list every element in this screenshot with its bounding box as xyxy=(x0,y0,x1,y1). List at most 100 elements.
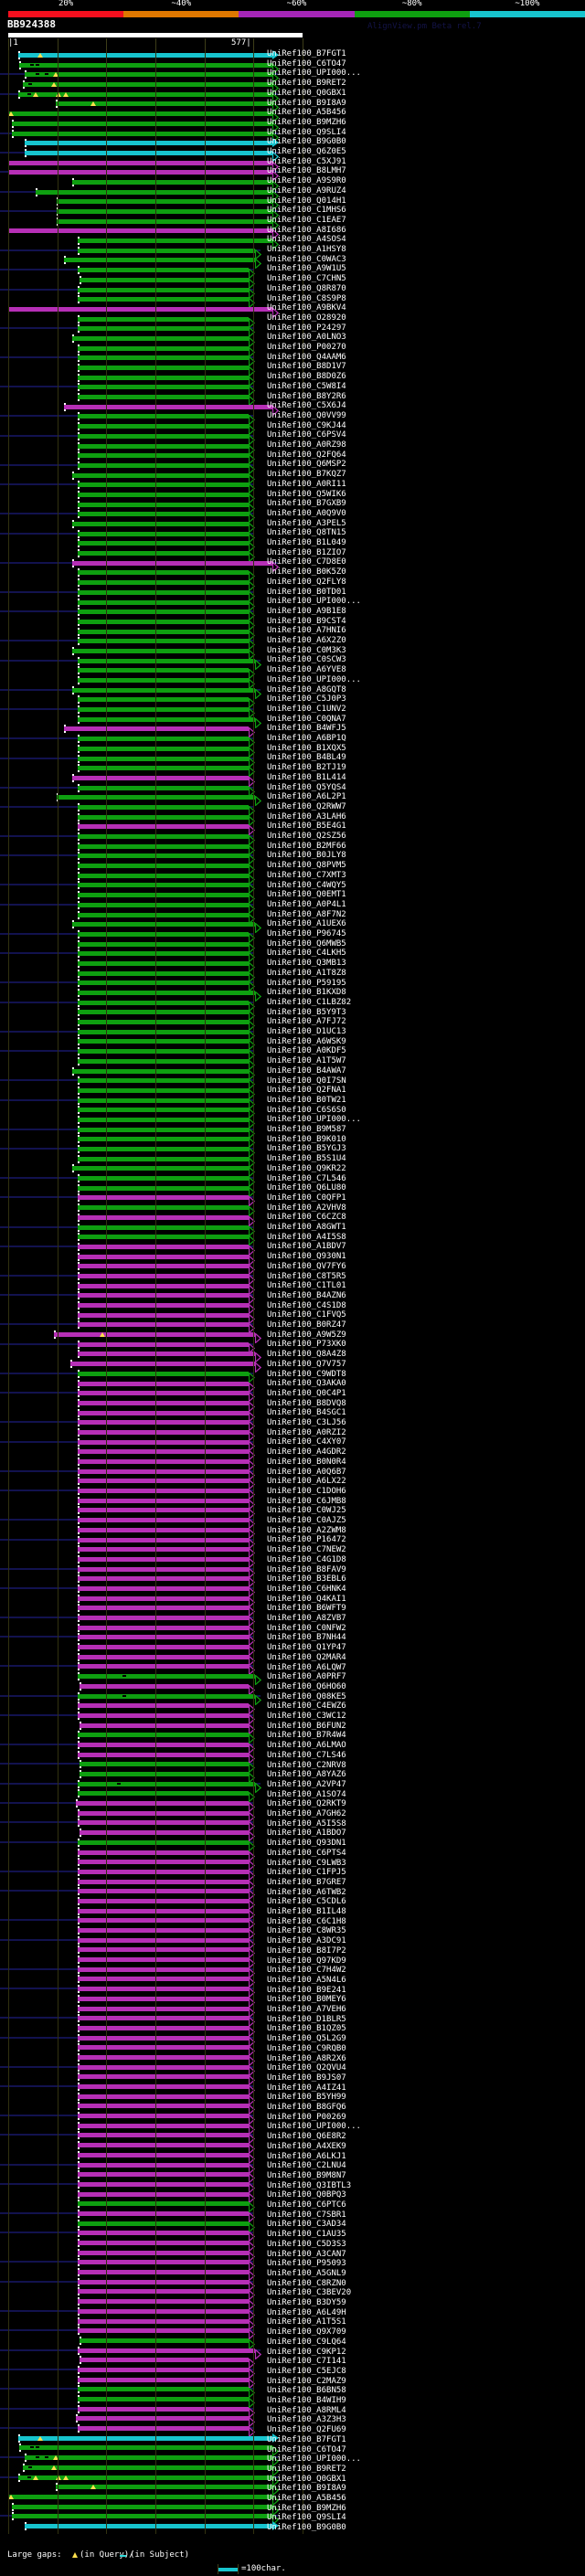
hsp-bar[interactable] xyxy=(72,922,256,928)
hit-row[interactable] xyxy=(0,763,585,779)
hit-row[interactable] xyxy=(0,1935,585,1950)
hsp-bar[interactable] xyxy=(72,560,272,566)
hit-row[interactable] xyxy=(0,480,585,495)
hsp-bar[interactable] xyxy=(78,1860,249,1865)
hit-label[interactable]: UniRef100_A7FJ72 xyxy=(267,1017,346,1027)
hit-row[interactable] xyxy=(0,2160,585,2175)
hit-label[interactable]: UniRef100_A7HNI6 xyxy=(267,626,346,636)
hit-label[interactable]: UniRef100_C6TO47 xyxy=(267,2444,346,2454)
hit-label[interactable]: UniRef100_B5YH99 xyxy=(267,2093,346,2103)
hit-label[interactable]: UniRef100_Q9SLI4 xyxy=(267,127,346,137)
hit-label[interactable]: UniRef100_B3DY59 xyxy=(267,2298,346,2307)
hit-label[interactable]: UniRef100_B1ZIO7 xyxy=(267,547,346,557)
hit-row[interactable] xyxy=(0,1036,585,1052)
hit-label[interactable]: UniRef100_B7R4W4 xyxy=(267,1731,346,1741)
hit-label[interactable]: UniRef100_C7CHN5 xyxy=(267,274,346,284)
hit-label[interactable]: UniRef100_A7GH62 xyxy=(267,1809,346,1818)
hsp-bar[interactable] xyxy=(78,2016,249,2021)
hit-row[interactable] xyxy=(0,1769,585,1784)
hsp-bar[interactable] xyxy=(9,2494,272,2499)
hsp-bar[interactable] xyxy=(78,1781,256,1786)
hit-row[interactable] xyxy=(0,265,585,280)
hsp-bar[interactable] xyxy=(78,2064,249,2070)
hsp-bar[interactable] xyxy=(78,1449,249,1455)
hit-row[interactable] xyxy=(0,783,585,798)
hsp-bar[interactable] xyxy=(78,1185,249,1191)
hit-label[interactable]: UniRef100_B7NH44 xyxy=(267,1633,346,1643)
hit-label[interactable]: UniRef100_B8GFQ6 xyxy=(267,2103,346,2112)
hit-row[interactable] xyxy=(0,1711,585,1725)
hsp-bar[interactable] xyxy=(78,1869,249,1874)
hsp-bar[interactable] xyxy=(78,1518,249,1523)
hsp-bar[interactable] xyxy=(78,1898,249,1903)
hit-label[interactable]: UniRef100_C3BEV20 xyxy=(267,2288,352,2298)
hit-row[interactable] xyxy=(0,2482,585,2497)
hit-label[interactable]: UniRef100_B9M587 xyxy=(267,1125,346,1134)
hit-row[interactable] xyxy=(0,2277,585,2292)
hsp-bar[interactable] xyxy=(22,82,272,88)
hit-label[interactable]: UniRef100_B2MF66 xyxy=(267,841,346,851)
hit-row[interactable] xyxy=(0,2296,585,2311)
hit-row[interactable] xyxy=(0,69,585,85)
hsp-bar[interactable] xyxy=(78,2348,256,2353)
hit-row[interactable] xyxy=(0,2199,585,2214)
hsp-bar[interactable] xyxy=(78,2045,249,2051)
hit-label[interactable]: UniRef100_C9KP12 xyxy=(267,2347,346,2357)
hit-row[interactable] xyxy=(0,2306,585,2321)
hit-row[interactable] xyxy=(0,2316,585,2331)
hit-label[interactable]: UniRef100_A0Q9V0 xyxy=(267,508,346,518)
hsp-bar[interactable] xyxy=(79,1830,249,1836)
hit-row[interactable] xyxy=(0,1213,585,1227)
hit-row[interactable] xyxy=(0,2082,585,2096)
hit-row[interactable] xyxy=(0,148,585,163)
hit-row[interactable] xyxy=(0,60,585,75)
hsp-bar[interactable] xyxy=(12,2514,272,2519)
hit-label[interactable]: UniRef100_B9G0B0 xyxy=(267,2523,346,2533)
hit-label[interactable]: UniRef100_Q930N1 xyxy=(267,1252,346,1262)
hsp-bar[interactable] xyxy=(78,1312,249,1318)
hit-label[interactable]: UniRef100_A8GQT8 xyxy=(267,684,346,694)
hsp-bar[interactable] xyxy=(78,1791,249,1797)
hsp-bar[interactable] xyxy=(78,2377,249,2382)
hsp-bar[interactable] xyxy=(78,1410,249,1415)
hsp-bar[interactable] xyxy=(8,306,272,312)
hit-label[interactable]: UniRef100_A8F7N2 xyxy=(267,909,346,919)
hit-label[interactable]: UniRef100_Q08KE5 xyxy=(267,1691,346,1701)
hit-label[interactable]: UniRef100_Q2RKT9 xyxy=(267,1799,346,1809)
hit-row[interactable] xyxy=(0,969,585,983)
hsp-bar[interactable] xyxy=(78,395,249,400)
hit-row[interactable] xyxy=(0,1096,585,1110)
hit-label[interactable]: UniRef100_C9LWB3 xyxy=(267,1858,346,1868)
hit-label[interactable]: UniRef100_A6LX22 xyxy=(267,1477,346,1487)
hsp-bar[interactable] xyxy=(78,981,249,986)
hsp-bar[interactable] xyxy=(78,1293,249,1299)
hsp-bar[interactable] xyxy=(19,62,272,68)
hit-row[interactable] xyxy=(0,959,585,973)
hit-row[interactable] xyxy=(0,1906,585,1921)
hit-row[interactable] xyxy=(0,1300,585,1315)
hsp-bar[interactable] xyxy=(79,277,249,282)
hit-label[interactable]: UniRef100_Q0EMT1 xyxy=(267,890,346,900)
hsp-bar[interactable] xyxy=(78,991,256,995)
hit-row[interactable] xyxy=(0,1408,585,1423)
hsp-bar[interactable] xyxy=(78,1049,249,1055)
hsp-bar[interactable] xyxy=(78,1977,249,1982)
hit-label[interactable]: UniRef100_UPI000... xyxy=(267,597,361,607)
hit-label[interactable]: UniRef100_UPI000... xyxy=(267,2122,361,2132)
hit-row[interactable] xyxy=(0,90,585,104)
hit-label[interactable]: UniRef100_B9K010 xyxy=(267,1134,346,1144)
hit-row[interactable] xyxy=(0,1632,585,1648)
hit-row[interactable] xyxy=(0,578,585,592)
hit-label[interactable]: UniRef100_A6LQW7 xyxy=(267,1662,346,1672)
hit-row[interactable] xyxy=(0,694,585,710)
hit-row[interactable] xyxy=(0,196,585,212)
hsp-bar[interactable] xyxy=(17,2435,272,2441)
hit-label[interactable]: UniRef100_Q8A4Z8 xyxy=(267,1350,346,1360)
hsp-bar[interactable] xyxy=(78,1928,249,1933)
hsp-bar[interactable] xyxy=(78,1733,249,1738)
hsp-bar[interactable] xyxy=(79,2337,249,2343)
hsp-bar[interactable] xyxy=(78,1937,249,1943)
hit-label[interactable]: UniRef100_C1LBZ82 xyxy=(267,997,352,1007)
hit-label[interactable]: UniRef100_C5W8I4 xyxy=(267,381,346,391)
hsp-bar[interactable] xyxy=(78,2397,249,2401)
